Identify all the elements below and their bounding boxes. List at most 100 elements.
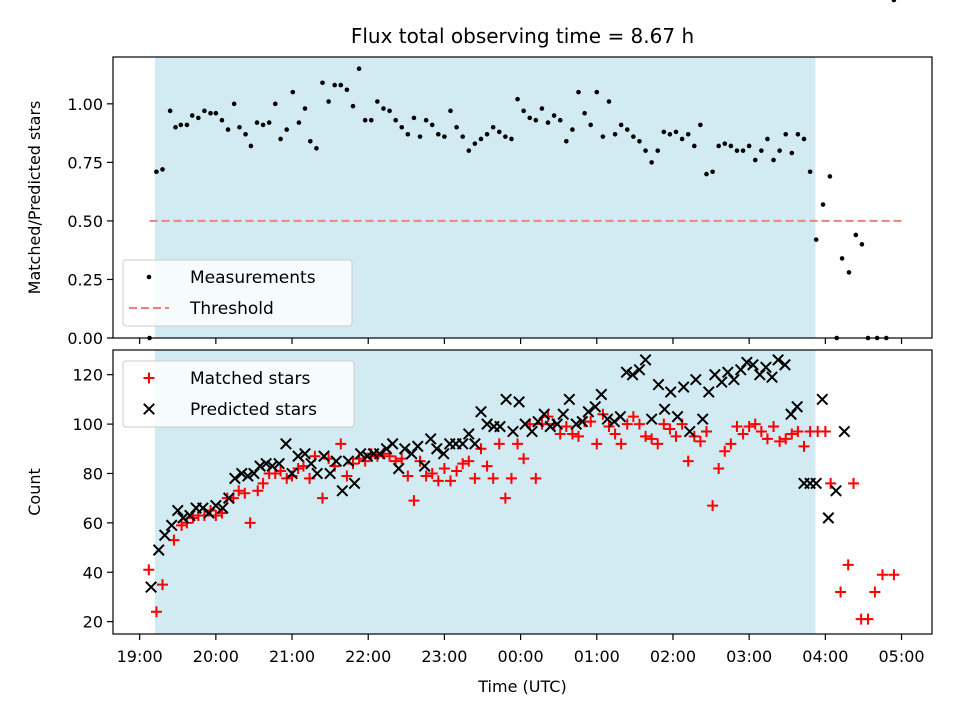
x-tick-label: 03:00 <box>726 647 772 666</box>
data-point <box>838 425 851 438</box>
data-point <box>442 134 447 139</box>
data-point <box>462 428 475 440</box>
data-point <box>624 127 630 132</box>
data-point <box>311 467 324 480</box>
data-point <box>475 405 487 418</box>
data-point <box>639 353 652 366</box>
data-point <box>557 408 570 421</box>
data-point <box>673 129 679 135</box>
data-point <box>774 435 786 447</box>
x-tick-label: 19:00 <box>117 647 163 666</box>
x-tick-label: 05:00 <box>878 647 924 666</box>
data-point <box>424 432 437 445</box>
x-tick-label: 00:00 <box>498 647 544 666</box>
data-point <box>749 418 761 430</box>
y-axis-label-ratio: Matched/Predicted stars <box>25 101 44 295</box>
data-point <box>208 110 213 116</box>
data-point <box>649 160 654 165</box>
legend-label: Threshold <box>189 299 274 319</box>
data-point <box>533 117 539 123</box>
data-point <box>633 418 645 430</box>
data-point <box>167 108 173 114</box>
data-point <box>176 519 188 531</box>
data-point <box>411 115 417 121</box>
data-point <box>417 134 423 139</box>
data-point <box>700 425 712 437</box>
data-point <box>396 453 408 465</box>
data-point <box>478 136 484 142</box>
data-point <box>612 131 618 137</box>
data-point <box>457 458 469 470</box>
data-point <box>466 148 472 153</box>
data-point <box>350 103 356 109</box>
data-point <box>719 445 731 457</box>
data-point <box>189 113 195 118</box>
data-point <box>399 124 405 130</box>
data-point <box>791 400 804 413</box>
data-point <box>475 443 487 455</box>
data-point <box>496 129 502 135</box>
legend-marker <box>146 274 152 280</box>
data-point <box>618 122 624 128</box>
y-tick-label: 60 <box>83 514 103 533</box>
data-point <box>499 492 511 504</box>
data-point <box>330 455 343 468</box>
data-point <box>373 447 386 460</box>
data-point <box>178 122 184 128</box>
data-point <box>621 418 633 430</box>
x-tick-label: 20:00 <box>193 647 239 666</box>
data-point <box>198 509 210 521</box>
data-point <box>158 529 171 542</box>
data-point <box>196 115 201 121</box>
legend-label: Predicted stars <box>190 400 317 420</box>
data-point <box>296 120 302 125</box>
data-point <box>273 457 285 470</box>
x-tick-label: 23:00 <box>421 647 467 666</box>
data-point <box>685 131 691 137</box>
data-point <box>585 416 597 428</box>
data-point <box>798 440 810 452</box>
data-point <box>481 460 493 472</box>
data-point <box>280 437 292 450</box>
data-point <box>728 373 740 386</box>
data-point <box>670 430 682 442</box>
data-point <box>664 386 677 398</box>
data-point <box>716 143 721 149</box>
data-point <box>620 366 633 379</box>
data-point <box>505 472 517 484</box>
data-point <box>375 99 380 104</box>
data-point <box>891 0 897 3</box>
data-point <box>423 117 429 123</box>
data-point <box>335 438 347 450</box>
y-tick-label: 100 <box>72 415 103 434</box>
data-point <box>171 504 184 517</box>
data-point <box>386 437 399 450</box>
data-point <box>468 437 481 450</box>
x-tick-label: 22:00 <box>345 647 391 666</box>
data-point <box>779 358 791 371</box>
data-point <box>244 517 256 529</box>
data-point <box>173 124 178 130</box>
data-point <box>456 437 469 450</box>
data-point <box>177 512 189 524</box>
data-point <box>848 477 860 489</box>
data-point <box>332 82 338 88</box>
data-point <box>341 470 353 482</box>
data-point <box>336 484 349 497</box>
data-point <box>521 108 526 114</box>
data-point <box>361 450 374 463</box>
data-point <box>626 368 639 381</box>
data-point <box>318 450 330 463</box>
data-point <box>658 403 671 416</box>
data-point <box>392 462 405 475</box>
data-point <box>760 361 772 374</box>
data-point <box>606 99 612 104</box>
data-point <box>143 564 155 576</box>
data-point <box>679 136 685 142</box>
data-point <box>600 134 606 139</box>
data-point <box>451 465 463 477</box>
ratio-panel: 0.00 0.25 0.50 0.75 1.00 Matched/Predicted st… <box>25 0 933 348</box>
data-point <box>292 463 304 475</box>
legend-label: Matched stars <box>190 369 310 389</box>
series-measurements <box>147 0 897 341</box>
